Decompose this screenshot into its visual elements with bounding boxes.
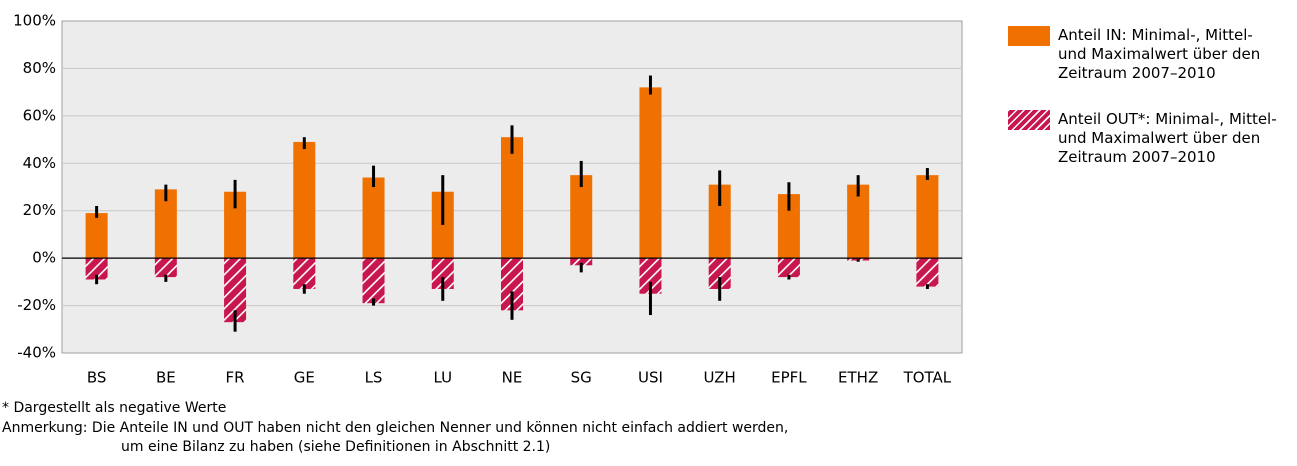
x-tick-label: GE (294, 369, 315, 387)
bar (362, 258, 385, 304)
legend-swatch (1008, 26, 1050, 46)
bar (916, 258, 939, 287)
bar (85, 213, 108, 259)
x-tick-label: BS (87, 369, 107, 387)
y-tick-label: 80% (23, 59, 56, 77)
bar (708, 258, 731, 289)
bar (916, 175, 939, 259)
bar (639, 87, 662, 259)
bar (501, 137, 523, 259)
x-tick-label: FR (226, 369, 245, 387)
footnote: * Dargestellt als negative Werte (2, 400, 227, 416)
bar (777, 258, 800, 278)
x-tick-label: NE (502, 369, 523, 387)
legend-label: Anteil IN: Minimal-, Mittel- und Maximal… (1058, 26, 1261, 82)
x-tick-label: SG (571, 369, 592, 387)
note: Anmerkung: Die Anteile IN und OUT haben … (2, 420, 789, 436)
x-tick-label: LS (365, 369, 383, 387)
bar (431, 258, 454, 289)
y-tick-label: 40% (23, 154, 56, 172)
bar (847, 258, 870, 261)
legend-label: Anteil OUT*: Minimal-, Mittel- und Maxim… (1058, 110, 1277, 166)
x-tick-label: EPFL (771, 369, 807, 387)
y-tick-label: 60% (23, 106, 56, 124)
legend-swatch (1008, 110, 1050, 130)
bar (570, 258, 593, 266)
bar (293, 141, 316, 259)
bar (639, 258, 662, 294)
bar (224, 191, 247, 259)
bar (293, 258, 316, 289)
x-tick-label: LU (433, 369, 452, 387)
bar (570, 175, 593, 259)
y-tick-label: -20% (17, 296, 56, 314)
bar (777, 194, 800, 259)
legend-item: Anteil IN: Minimal-, Mittel- und Maximal… (1008, 26, 1288, 83)
x-tick-label: ETHZ (838, 369, 878, 387)
bar (154, 258, 177, 278)
y-tick-label: -40% (17, 344, 56, 362)
bar (362, 177, 385, 259)
x-tick-label: USI (638, 369, 663, 387)
bar (501, 258, 523, 311)
x-tick-label: TOTAL (903, 369, 952, 387)
y-tick-label: 100% (13, 12, 56, 30)
x-tick-label: UZH (704, 369, 736, 387)
bar (154, 189, 177, 259)
note: um eine Bilanz zu haben (siehe Definitio… (121, 439, 551, 455)
y-tick-label: 20% (23, 201, 56, 219)
legend-item: Anteil OUT*: Minimal-, Mittel- und Maxim… (1008, 110, 1288, 167)
y-tick-label: 0% (32, 249, 56, 267)
bar (224, 258, 247, 323)
bar (708, 184, 731, 259)
x-tick-label: BE (156, 369, 176, 387)
bar (847, 184, 870, 259)
bar (85, 258, 108, 280)
